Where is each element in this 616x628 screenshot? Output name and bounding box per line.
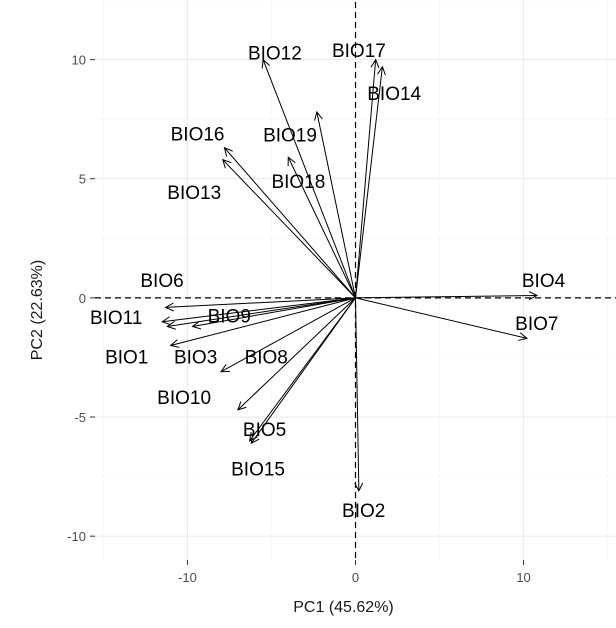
label-bio17: BIO17 — [332, 41, 386, 62]
vector-bio8 — [221, 297, 356, 372]
vector-bio10 — [238, 297, 356, 410]
label-bio7: BIO7 — [515, 314, 558, 335]
label-bio1: BIO1 — [105, 347, 148, 368]
vector-bio16 — [224, 148, 356, 299]
x-tick-label: 0 — [352, 570, 359, 585]
vector-bio2 — [356, 297, 359, 491]
y-tick-label: 5 — [79, 172, 86, 187]
x-tick-label: -10 — [178, 570, 197, 585]
label-bio3: BIO3 — [174, 347, 217, 368]
vector-bio7 — [355, 297, 527, 339]
vector-bio9 — [192, 297, 356, 327]
y-tick-label: -5 — [74, 410, 86, 425]
label-bio19: BIO19 — [263, 126, 317, 147]
vector-bio3 — [171, 297, 356, 346]
vector-bio19 — [317, 112, 356, 298]
vector-bio4 — [355, 295, 538, 297]
label-bio6: BIO6 — [140, 271, 183, 292]
label-bio12: BIO12 — [248, 43, 302, 64]
vector-bio12 — [263, 60, 356, 299]
label-bio2: BIO2 — [342, 501, 385, 522]
vector-bio14 — [355, 67, 383, 298]
label-bio18: BIO18 — [271, 172, 325, 193]
label-bio16: BIO16 — [171, 124, 225, 145]
label-bio9: BIO9 — [208, 307, 251, 328]
vector-bio11 — [162, 297, 356, 322]
x-tick-label: 10 — [516, 570, 530, 585]
y-tick-label: -10 — [67, 529, 86, 544]
label-bio4: BIO4 — [522, 271, 566, 292]
label-bio8: BIO8 — [245, 347, 288, 368]
y-tick-label: 0 — [79, 291, 86, 306]
axis-ticks: -10 0 10 -10 -5 0 5 10 — [67, 53, 531, 585]
label-bio13: BIO13 — [167, 183, 221, 204]
loading-vectors — [162, 60, 537, 491]
label-bio11: BIO11 — [90, 308, 142, 329]
label-bio15: BIO15 — [231, 459, 285, 480]
vector-bio17 — [355, 60, 376, 298]
label-bio5: BIO5 — [243, 420, 286, 441]
y-axis-title: PC2 (22.63%) — [29, 260, 46, 361]
vector-bio18 — [288, 157, 356, 299]
label-bio10: BIO10 — [157, 388, 211, 409]
vector-bio13 — [223, 160, 356, 299]
vector-bio15 — [251, 297, 356, 443]
label-bio14: BIO14 — [367, 84, 421, 105]
vector-bio6 — [166, 297, 356, 308]
vector-labels: BIO1 BIO2 BIO3 BIO4 BIO5 BIO6 BIO7 BIO8 BIO9 BIO1… — [90, 41, 566, 522]
x-axis-title: PC1 (45.62%) — [293, 599, 394, 616]
y-tick-label: 10 — [72, 53, 86, 68]
